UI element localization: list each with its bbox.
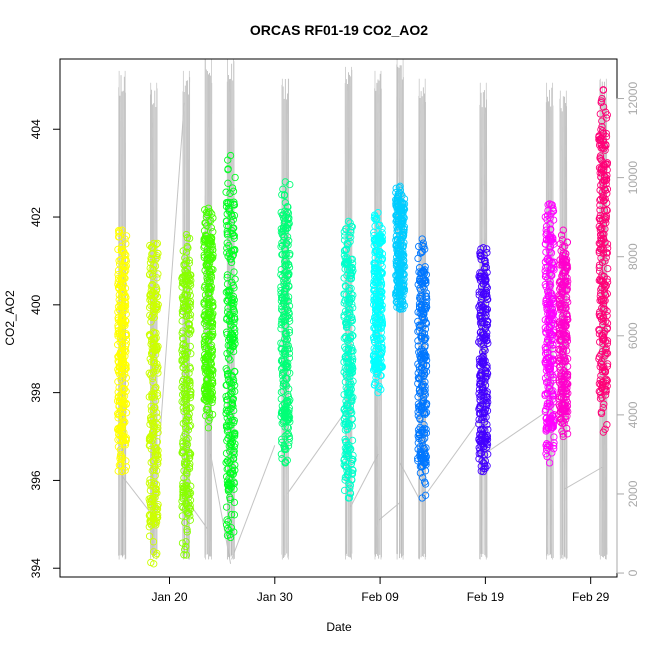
series-RF02 <box>145 239 162 568</box>
series-max-RF14 <box>599 86 607 94</box>
series-max-RF04 <box>204 204 213 212</box>
series-RF04 <box>200 204 217 432</box>
series-RF09 <box>392 182 409 313</box>
series-max-RF13 <box>559 226 567 234</box>
y-axis-label: CO2_AO2 <box>3 290 17 346</box>
y-tick-label-402: 402 <box>29 207 43 227</box>
y-axis-right: 0 2000 4000 6000 8000 10000 12000 <box>616 82 640 576</box>
series-max-RF07 <box>344 217 353 226</box>
series-RF05 <box>222 151 239 542</box>
series-min-RF06 <box>281 459 289 467</box>
series-max-RF03 <box>182 230 191 239</box>
series-min-RF05 <box>226 533 235 542</box>
series-max-RF11 <box>479 244 487 252</box>
y-tick-label-404: 404 <box>29 119 43 139</box>
series-min-RF07 <box>344 494 353 502</box>
series-max-RF05 <box>226 151 235 160</box>
transit-line-4 <box>231 445 276 560</box>
series-min-RF04 <box>204 424 213 432</box>
series-min-RF10 <box>418 494 426 502</box>
series-max-RF08 <box>374 208 382 217</box>
series-min-RF09 <box>396 305 404 313</box>
series-min-RF14 <box>599 428 607 436</box>
transit-line-6 <box>350 453 379 507</box>
series-RF06 <box>277 178 294 467</box>
y2-tick-label-12000: 12000 <box>626 82 640 116</box>
series-min-RF12 <box>545 459 554 467</box>
x-tick-label-50: Feb 19 <box>467 590 505 604</box>
series-RF07 <box>340 217 357 502</box>
transit-line-10 <box>484 409 549 455</box>
series-min-RF02 <box>150 560 158 568</box>
x-tick-label-30: Jan 30 <box>257 590 293 604</box>
series-min-RF03 <box>182 551 191 559</box>
x-axis: Jan 20 Jan 30 Feb 09 Feb 19 Feb 29 <box>151 576 610 604</box>
y2-tick-label-10000: 10000 <box>626 161 640 195</box>
series-RF01 <box>113 226 131 476</box>
series-min-RF13 <box>559 432 567 441</box>
plot-frame <box>59 58 618 578</box>
series-min-RF01 <box>118 467 126 476</box>
series-min-RF11 <box>479 467 487 476</box>
series-max-RF09 <box>396 182 404 190</box>
y-tick-label-398: 398 <box>29 382 43 402</box>
series-RF03 <box>178 230 195 559</box>
series-max-RF06 <box>281 178 289 186</box>
series-RF08 <box>369 208 387 397</box>
series-min-RF08 <box>374 388 382 397</box>
series-RF11 <box>475 244 492 476</box>
series-RF10 <box>414 235 431 502</box>
series-max-RF12 <box>545 200 554 208</box>
y-axis-left: 394 396 398 400 402 404 <box>29 119 61 578</box>
series-max-RF10 <box>418 235 426 243</box>
y2-tick-label-8000: 8000 <box>626 243 640 270</box>
transit-line-12 <box>564 466 603 490</box>
x-tick-label-20: Jan 20 <box>151 590 187 604</box>
transit-line-9 <box>422 414 484 499</box>
y2-tick-label-2000: 2000 <box>626 480 640 507</box>
y-tick-label-400: 400 <box>29 294 43 314</box>
x-tick-label-60: Feb 29 <box>572 590 610 604</box>
series-max-RF02 <box>150 239 158 248</box>
x-axis-label: Date <box>326 620 352 634</box>
transit-line-5 <box>287 409 347 494</box>
y-tick-label-396: 396 <box>29 470 43 490</box>
transit-line-0 <box>121 475 154 516</box>
y-tick-label-394: 394 <box>29 558 43 578</box>
y2-tick-label-4000: 4000 <box>626 401 640 428</box>
series-max-RF01 <box>118 226 126 234</box>
series-RF12 <box>541 200 558 467</box>
x-tick-label-40: Feb 09 <box>361 590 399 604</box>
plot-area <box>113 59 612 568</box>
y2-tick-label-6000: 6000 <box>626 322 640 349</box>
series-RF13 <box>555 226 572 441</box>
series-RF14 <box>595 86 612 436</box>
y2-tick-label-0: 0 <box>626 569 640 576</box>
chart-title: ORCAS RF01-19 CO2_AO2 <box>250 22 428 38</box>
